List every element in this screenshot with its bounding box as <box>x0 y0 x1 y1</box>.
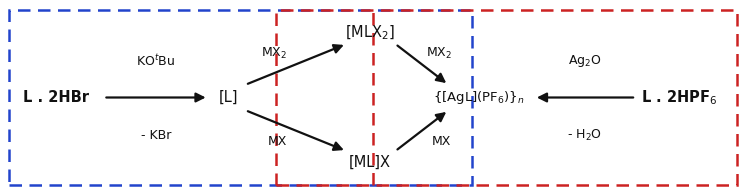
Bar <box>276 10 737 185</box>
Text: MX: MX <box>431 135 451 148</box>
Text: [MLX$_2$]: [MLX$_2$] <box>345 24 394 42</box>
Text: MX$_2$: MX$_2$ <box>261 46 286 61</box>
Text: L . 2HBr: L . 2HBr <box>23 90 89 105</box>
Text: Ag$_2$O: Ag$_2$O <box>568 53 602 69</box>
Text: - H$_2$O: - H$_2$O <box>568 128 602 143</box>
Text: [L]: [L] <box>219 90 239 105</box>
Text: L . 2HPF$_6$: L . 2HPF$_6$ <box>640 88 717 107</box>
Text: MX: MX <box>268 135 287 148</box>
Text: {[AgL](PF$_6$)}$_n$: {[AgL](PF$_6$)}$_n$ <box>433 89 524 106</box>
Bar <box>9 10 472 185</box>
Text: [ML]X: [ML]X <box>349 154 391 169</box>
Text: - KBr: - KBr <box>141 129 171 142</box>
Text: KO$^t$Bu: KO$^t$Bu <box>136 54 176 69</box>
Text: MX$_2$: MX$_2$ <box>426 46 451 61</box>
